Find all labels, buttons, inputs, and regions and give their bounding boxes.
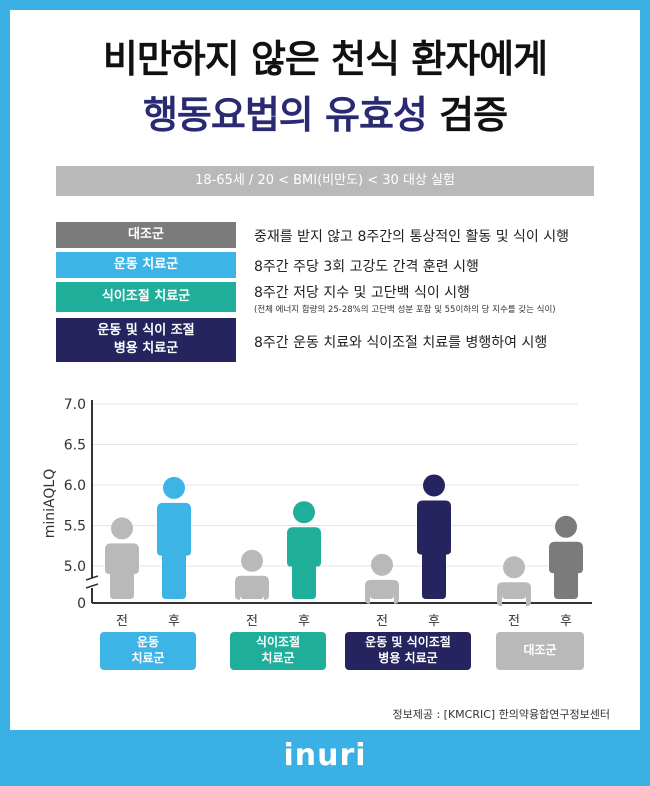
legend-label-control: 대조군 — [56, 222, 236, 248]
legend-label-combined: 운동 및 식이 조절 병용 치료군 — [56, 318, 236, 362]
x-tick-label: 후 — [428, 614, 440, 629]
x-tick-label: 전 — [116, 614, 128, 629]
x-tick-label: 전 — [508, 614, 520, 629]
bar-before-body — [497, 582, 531, 607]
axis-break — [85, 575, 99, 589]
legend-label-exercise: 운동 치료군 — [56, 252, 236, 278]
y-tick-label: 6.0 — [64, 478, 86, 494]
group-label: 식이조절 치료군 — [230, 632, 326, 670]
bar-after-body — [549, 541, 583, 599]
bar-before-head — [111, 517, 133, 540]
bar-after-head — [163, 476, 185, 499]
x-tick-label: 후 — [298, 614, 310, 629]
bar-before-body — [365, 579, 399, 604]
legend-desc-diet: 8주간 저당 지수 및 고단백 식이 시행 — [254, 285, 470, 301]
legend-desc-combined: 8주간 운동 치료와 식이조절 치료를 병행하여 시행 — [254, 335, 548, 351]
title-line-2: 행동요법의 유효성 검증 — [0, 84, 650, 139]
x-tick-label: 후 — [560, 614, 572, 629]
bar-after-head — [293, 501, 315, 524]
group-label: 운동 및 식이조절 병용 치료군 — [345, 632, 471, 670]
group-label: 운동 치료군 — [100, 632, 196, 670]
bar-before-body — [105, 543, 139, 599]
x-tick-label: 후 — [168, 614, 180, 629]
chart-svg: 7.0 6.5 6.0 5.5 5.0 0 miniAQLQ 전 후 전 후 전 후 전 후 — [42, 397, 592, 629]
x-tick-label: 전 — [246, 614, 258, 629]
y-axis-label: miniAQLQ — [42, 469, 58, 538]
y-tick-label: 5.0 — [64, 559, 86, 575]
legend-desc-exercise: 8주간 주당 3회 고강도 간격 훈련 시행 — [254, 259, 479, 275]
bar-after-body — [287, 527, 321, 599]
bar-after-head — [555, 515, 577, 538]
source-note: 정보제공 : [KMCRIC] 한의약융합연구정보센터 — [392, 708, 610, 721]
bar-after-body — [417, 500, 451, 599]
bar-before-head — [371, 553, 393, 576]
y-tick-label: 6.5 — [64, 438, 86, 454]
brand-logo: inuri — [283, 738, 367, 773]
y-tick-label: 5.5 — [64, 519, 86, 535]
legend-note-diet: (전체 에너지 함량의 25-28%의 고단백 성분 포함 및 55이하의 당 … — [254, 305, 556, 315]
legend-label-diet: 식이조절 치료군 — [56, 282, 236, 312]
title-rest: 검증 — [439, 93, 508, 137]
bar-before-head — [503, 556, 525, 579]
subtitle-bar: 18-65세 / 20 < BMI(비만도) < 30 대상 실험 — [56, 166, 594, 196]
y-tick-label: 7.0 — [64, 397, 86, 413]
bar-after-body — [157, 502, 191, 599]
bar-before-head — [241, 549, 263, 572]
content-card — [10, 10, 640, 730]
group-label: 대조군 — [496, 632, 584, 670]
title-highlight: 행동요법의 유효성 — [142, 93, 428, 137]
x-tick-label: 전 — [376, 614, 388, 629]
title-line-1: 비만하지 않은 천식 환자에게 — [102, 37, 548, 81]
bar-after-head — [423, 474, 445, 497]
y-tick-label: 0 — [77, 596, 86, 612]
legend-desc-control: 중재를 받지 않고 8주간의 통상적인 활동 및 식이 시행 — [254, 229, 569, 245]
bar-before-body — [235, 575, 269, 600]
